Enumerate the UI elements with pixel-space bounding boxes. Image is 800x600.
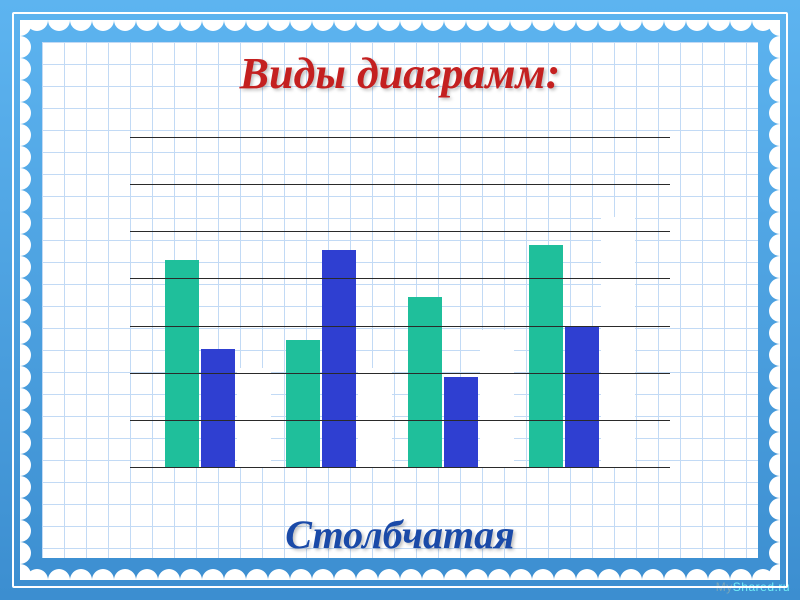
watermark-prefix: My — [716, 580, 733, 594]
chart-gridline — [130, 420, 670, 421]
bar — [358, 368, 392, 467]
scallop-border: Виды диаграмм: Столбчатая — [20, 20, 780, 580]
bar — [237, 368, 271, 467]
chart-gridline — [130, 231, 670, 232]
bar — [565, 326, 599, 467]
chart-gridline — [130, 326, 670, 327]
bar-chart — [130, 138, 670, 468]
chart-gridline — [130, 184, 670, 185]
chart-gridline — [130, 137, 670, 138]
bar-group — [286, 250, 392, 467]
bar — [286, 340, 320, 467]
notebook-paper: Виды диаграмм: Столбчатая — [42, 42, 758, 558]
chart-gridline — [130, 373, 670, 374]
watermark: MyShared.ru — [716, 580, 790, 594]
bar-group — [408, 297, 514, 467]
bar — [408, 297, 442, 467]
bar — [322, 250, 356, 467]
slide-subtitle: Столбчатая — [285, 511, 515, 558]
bar-group — [529, 217, 635, 467]
slide-content: Виды диаграмм: Столбчатая — [42, 42, 758, 558]
bar — [601, 217, 635, 467]
chart-gridline — [130, 278, 670, 279]
bar — [480, 330, 514, 467]
bar-groups — [130, 217, 670, 467]
bar — [444, 377, 478, 467]
chart-gridline — [130, 467, 670, 468]
slide-frame: Виды диаграмм: Столбчатая MyShared.ru — [0, 0, 800, 600]
bar-group — [165, 260, 271, 467]
chart-container — [42, 99, 758, 507]
bar — [201, 349, 235, 467]
bar — [165, 260, 199, 467]
slide-title: Виды диаграмм: — [240, 48, 561, 99]
watermark-rest: Shared.ru — [733, 580, 790, 594]
